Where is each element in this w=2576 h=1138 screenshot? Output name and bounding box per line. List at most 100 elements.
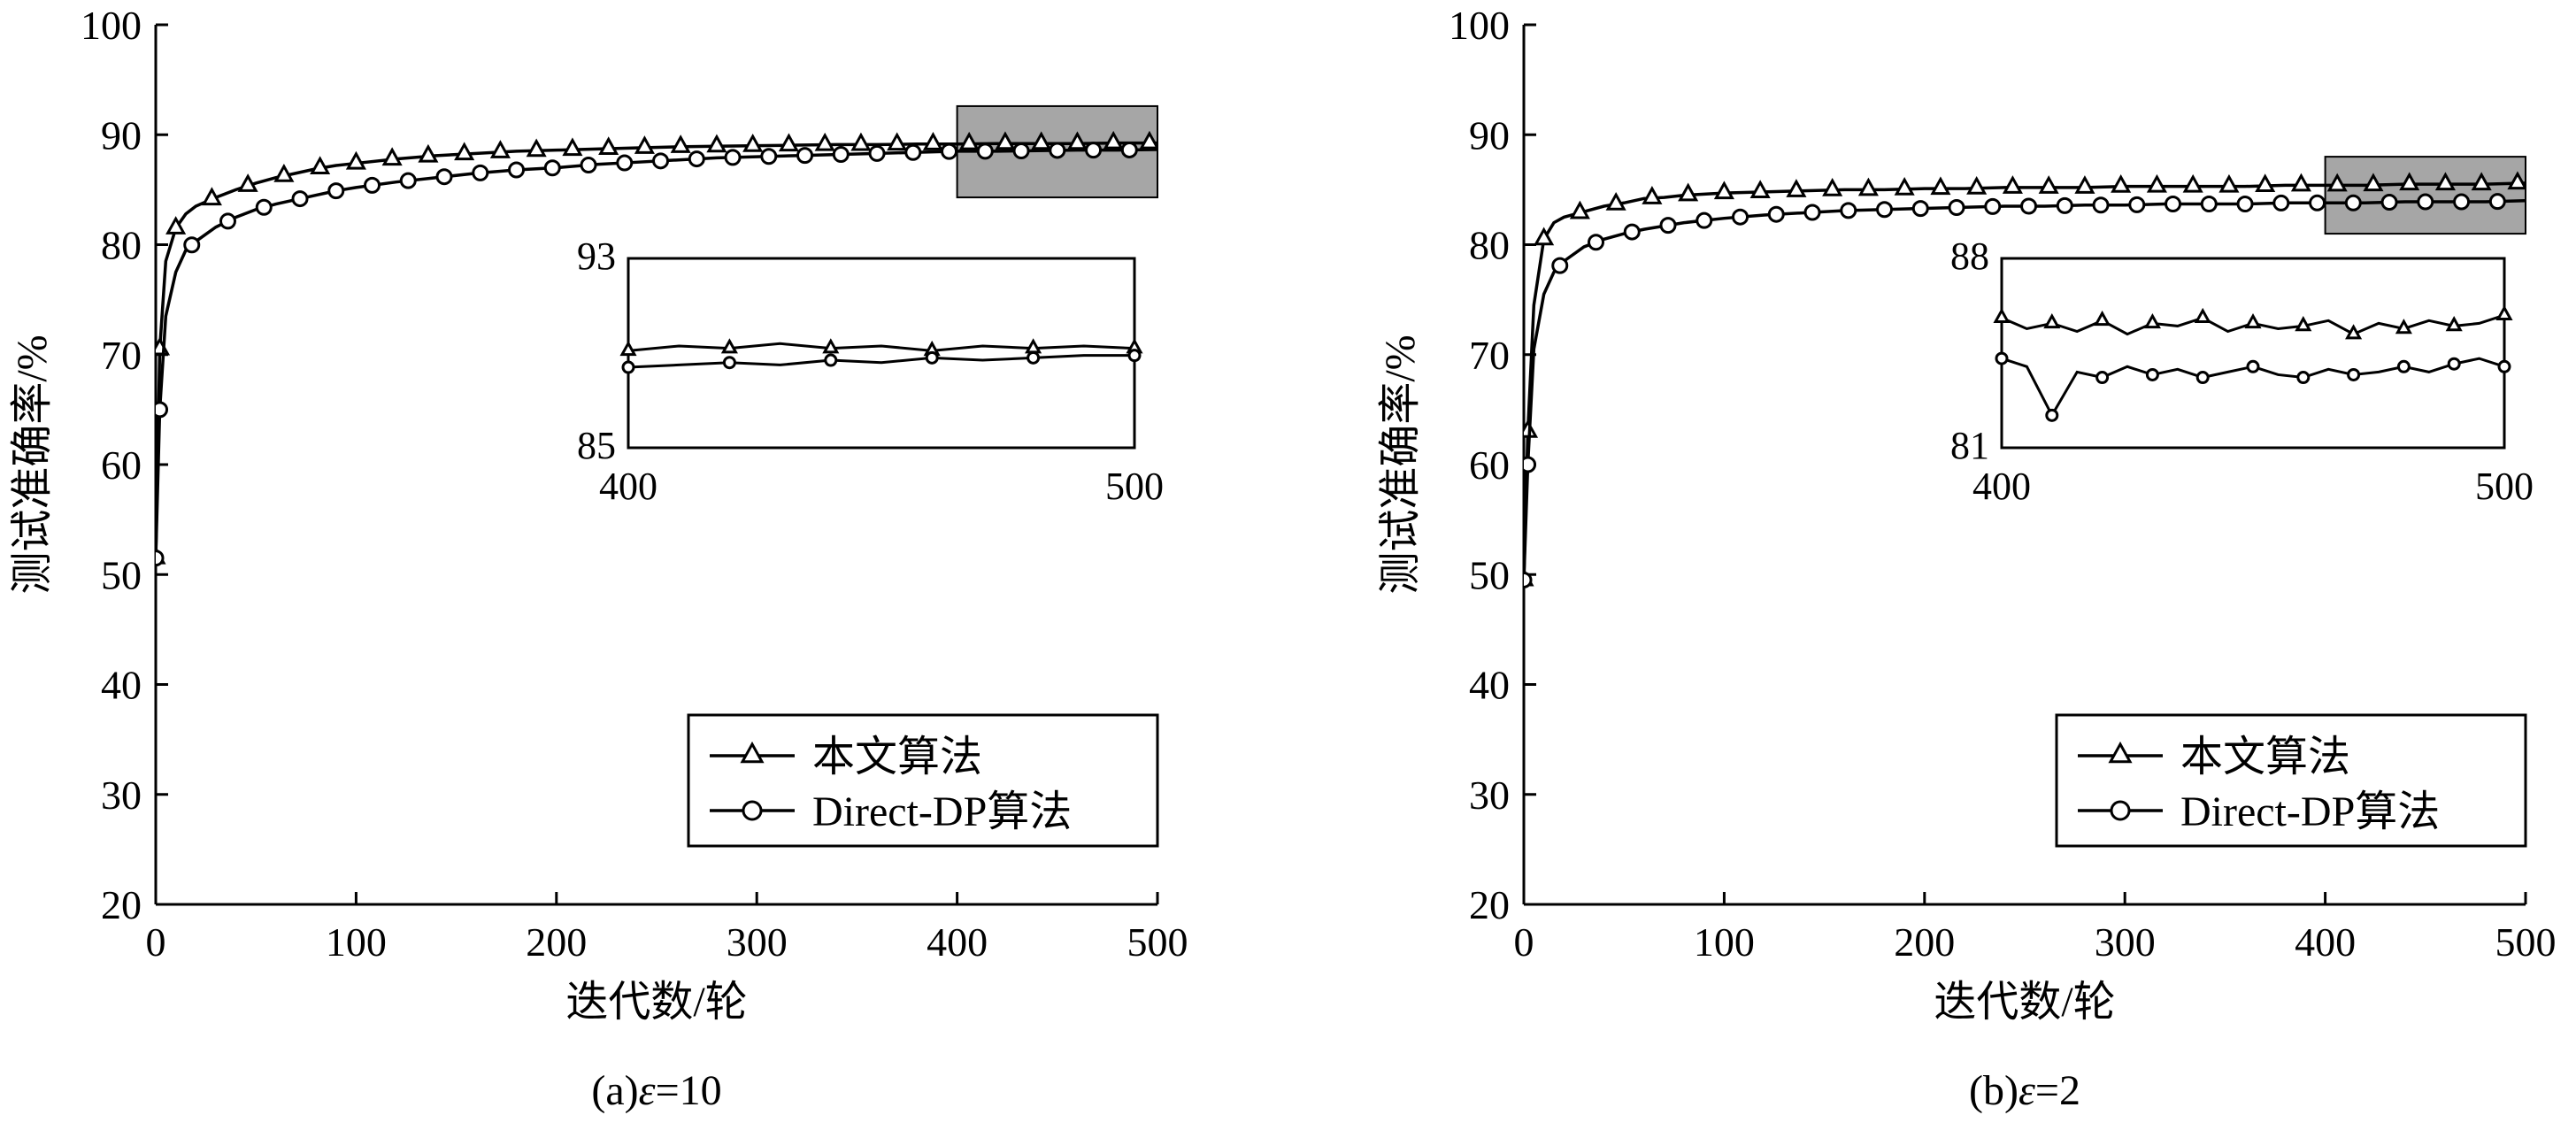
series-2-circle-marker <box>724 149 742 166</box>
chart-panel-a: 20 30 40 50 60 70 80 90 100 0 100 200 300 400 500 93 … <box>9 3 1188 1114</box>
series-2-circle-marker <box>760 148 778 165</box>
y-tick-label: 70 <box>101 333 142 378</box>
x-tick-label: 0 <box>146 919 166 965</box>
x-tick-label: 400 <box>2295 919 2356 965</box>
series-2-circle-marker <box>219 212 237 230</box>
series-2-circle-marker <box>327 182 345 200</box>
series-2-circle-marker <box>868 144 886 162</box>
inset-circle-marker <box>824 353 838 367</box>
panel-caption: (b)ε=2 <box>1969 1067 2080 1114</box>
series-2-circle-marker <box>1803 204 1821 221</box>
y-tick-label: 30 <box>1469 773 1510 818</box>
x-ticks: 0 100 200 300 400 500 <box>146 892 1188 965</box>
series-1-triangle-marker <box>2111 173 2132 193</box>
series-1-triangle-marker <box>1966 175 1988 195</box>
inset-triangle-marker <box>2194 307 2211 324</box>
inset-x-tick-max: 500 <box>2475 465 2534 508</box>
x-tick-label: 400 <box>927 919 988 965</box>
series-1-triangle-marker <box>2326 173 2348 192</box>
series-2-circle-marker <box>1767 205 1785 223</box>
series-1-triangle-marker <box>2434 172 2456 191</box>
caption-value: =2 <box>2035 1067 2080 1114</box>
series-1-triangle-marker <box>2074 175 2095 194</box>
series-1-triangle-marker <box>1713 181 1734 200</box>
legend-box <box>2055 713 2527 848</box>
series-1-triangle-marker <box>345 150 366 170</box>
series-1-triangle-marker <box>1139 130 1157 150</box>
series-1-triangle-marker <box>237 173 258 192</box>
y-tick-label: 100 <box>81 3 142 48</box>
series-2-circle-marker <box>1732 208 1749 226</box>
series-2-circle-marker <box>364 176 381 194</box>
series-2-circle-marker <box>156 550 165 567</box>
caption-epsilon: ε <box>2019 1067 2035 1114</box>
caption-value: =10 <box>656 1067 722 1114</box>
inset-circle-marker <box>2497 359 2511 373</box>
inset-frame <box>627 257 1136 450</box>
series-1-triangle-marker <box>634 135 655 154</box>
x-tick-label: 200 <box>526 919 587 965</box>
series-2-circle-marker <box>183 236 201 254</box>
y-tick-label: 90 <box>1469 112 1510 158</box>
series-1-triangle-marker <box>2218 173 2240 193</box>
inset-x-tick-min: 400 <box>599 465 657 508</box>
series-1-triangle-marker <box>2002 175 2023 194</box>
series-2-circle-marker <box>2488 193 2506 211</box>
x-tick-label: 100 <box>1694 919 1755 965</box>
y-tick-label: 90 <box>101 112 142 158</box>
x-tick-label: 500 <box>2495 919 2557 965</box>
legend-circle-marker <box>2110 800 2131 821</box>
inset-triangle-marker <box>720 338 738 354</box>
y-ticks: 20 30 40 50 60 70 80 90 100 <box>1449 3 1536 927</box>
series-1-triangle-marker <box>2399 172 2420 191</box>
series-2-circle-marker <box>688 150 705 168</box>
inset-circle-marker <box>2045 408 2059 422</box>
inset-series-group <box>1993 304 2513 422</box>
series-2-circle-marker <box>2453 193 2471 211</box>
legend-label-series-2: Direct-DP算法 <box>2180 788 2440 835</box>
inset-circle-marker <box>722 356 736 370</box>
inset-y-tick-max: 93 <box>577 235 616 278</box>
series-2-circle-marker <box>2309 194 2326 211</box>
inset-triangle-marker <box>2445 316 2463 332</box>
series-1-triangle-marker <box>2363 173 2384 192</box>
series-2-circle-marker <box>2128 196 2146 213</box>
series-1-triangle-marker <box>922 132 943 150</box>
y-tick-label: 60 <box>1469 442 1510 488</box>
y-ticks: 20 30 40 50 60 70 80 90 100 <box>81 3 168 927</box>
y-tick-label: 60 <box>101 442 142 488</box>
y-axis-label: 测试准确率/% <box>9 334 56 594</box>
inset-triangle-marker <box>2295 316 2312 332</box>
y-tick-label: 30 <box>101 773 142 818</box>
series-1-triangle-marker <box>1642 186 1663 204</box>
series-group <box>1524 171 2526 588</box>
series-1-triangle-marker <box>165 216 187 235</box>
series-2-circle-marker <box>508 161 526 179</box>
series-1-triangle-marker <box>1605 191 1626 211</box>
series-1-triangle-marker <box>418 143 439 163</box>
inset-triangle-marker <box>1993 307 2011 324</box>
y-tick-label: 100 <box>1449 3 1510 48</box>
series-2-circle-marker <box>1911 200 1929 218</box>
series-1-triangle-marker <box>1930 176 1951 196</box>
series-2-circle-marker <box>1524 456 1537 473</box>
legend-label-series-1: 本文算法 <box>812 734 982 780</box>
inset-frame <box>2000 257 2506 450</box>
series-2-circle-marker <box>1840 202 1857 219</box>
series-2-circle-marker <box>1120 141 1138 158</box>
series-1-triangle-marker <box>742 133 764 152</box>
inset-series-line-2 <box>627 354 1134 369</box>
legend-symbol-circle <box>2078 800 2163 821</box>
inset-triangle-marker <box>2244 312 2262 329</box>
series-2-circle-marker <box>1623 223 1641 241</box>
series-1-triangle-marker <box>778 133 799 152</box>
series-1-triangle-marker <box>598 136 619 156</box>
legend-triangle-marker <box>740 741 765 764</box>
y-tick-label: 80 <box>1469 223 1510 268</box>
y-tick-label: 80 <box>101 223 142 268</box>
inset-circle-marker <box>621 360 635 374</box>
inset-triangle-marker <box>2495 304 2513 320</box>
series-1-triangle-marker <box>814 132 835 151</box>
series-2-circle-marker <box>1696 211 1713 229</box>
series-1-triangle-marker <box>1894 176 1915 196</box>
